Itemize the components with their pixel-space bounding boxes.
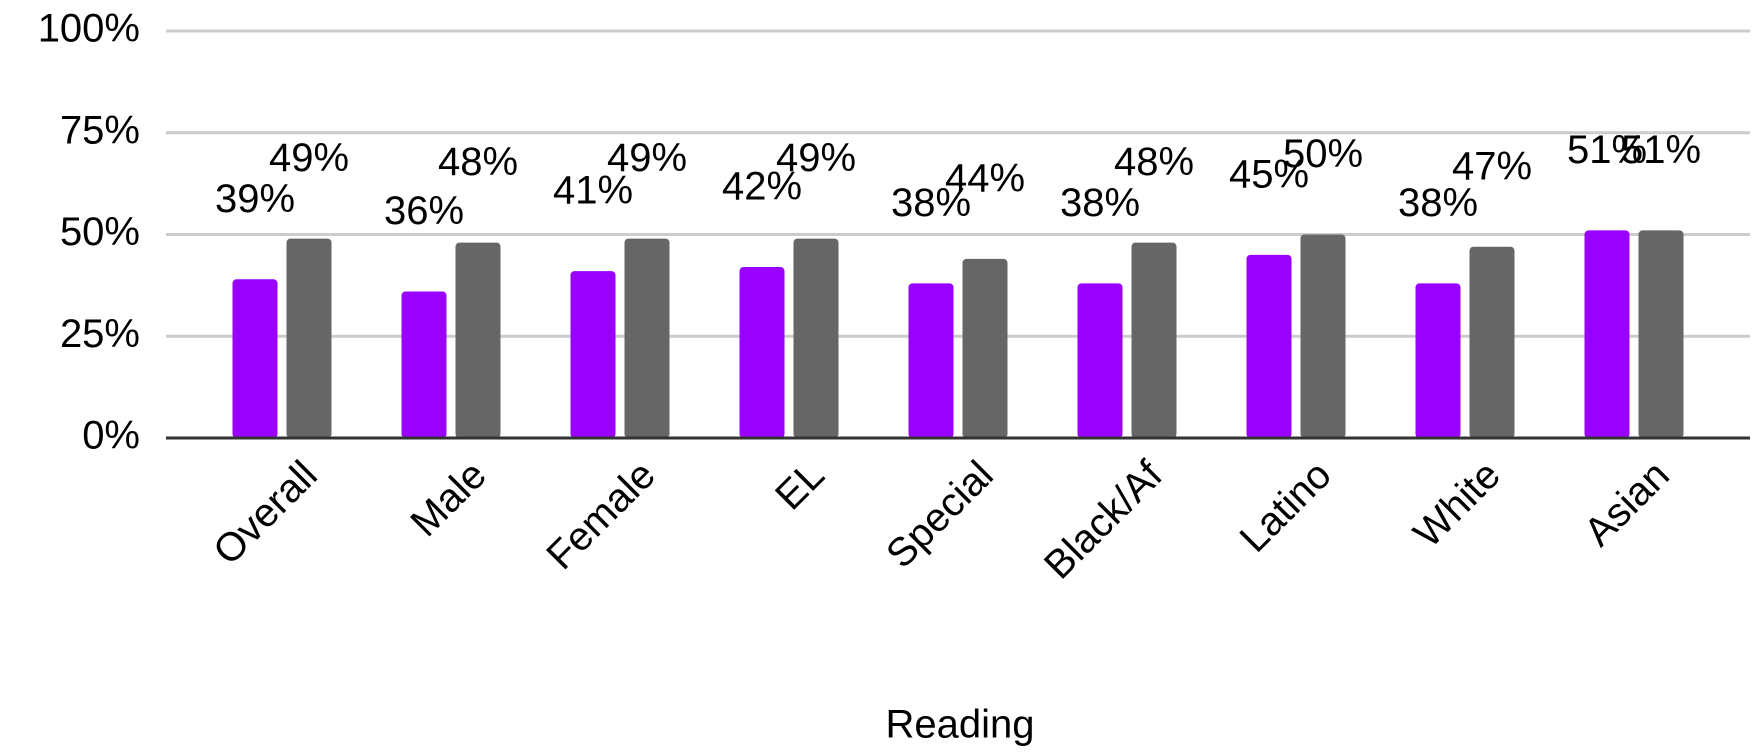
bar (962, 258, 1008, 438)
bar (286, 238, 332, 438)
data-label: 48% (1114, 140, 1194, 184)
bar (908, 283, 954, 438)
bar (793, 238, 839, 438)
bar (739, 267, 785, 438)
x-tick-label: Latino (1232, 453, 1340, 561)
data-label: 38% (1398, 181, 1478, 225)
data-label: 49% (269, 136, 349, 180)
data-label: 50% (1283, 132, 1363, 176)
bar (1300, 234, 1346, 438)
x-tick-label: Overall (205, 453, 326, 574)
data-label: 41% (553, 169, 633, 213)
data-label: 39% (215, 177, 295, 221)
y-tick-label: 75% (60, 108, 140, 152)
data-label: 49% (776, 136, 856, 180)
bar (232, 279, 278, 438)
data-label: 36% (384, 189, 464, 233)
x-tick-label: EL (767, 453, 833, 519)
data-label: 47% (1452, 144, 1532, 188)
x-tick-label: Special (878, 453, 1002, 577)
x-tick-label: Female (538, 453, 663, 578)
x-tick-label: Black/Af (1036, 452, 1171, 587)
data-label: 51% (1621, 128, 1701, 172)
data-label: 45% (1229, 152, 1309, 196)
x-tick-label: Asian (1576, 453, 1678, 555)
data-label: 38% (891, 181, 971, 225)
bar (1077, 283, 1123, 438)
bar (1415, 283, 1461, 438)
bar (1246, 254, 1292, 438)
y-tick-label: 50% (60, 210, 140, 254)
bar (455, 242, 501, 438)
bar (1131, 242, 1177, 438)
data-label: 49% (607, 136, 687, 180)
y-tick-label: 25% (60, 312, 140, 356)
data-label: 42% (722, 165, 802, 209)
bar (1469, 246, 1515, 438)
y-tick-label: 100% (38, 7, 140, 51)
data-label: 48% (438, 140, 518, 184)
x-tick-label: White (1405, 453, 1508, 556)
bar (570, 271, 616, 438)
bar (401, 291, 447, 438)
x-axis-label: Reading (885, 703, 1034, 747)
x-tick-label: Male (402, 453, 494, 545)
data-label: 38% (1060, 181, 1140, 225)
bar (1584, 230, 1630, 438)
bar (1638, 230, 1684, 438)
data-label: 44% (945, 156, 1025, 200)
bar (624, 238, 670, 438)
y-tick-label: 0% (82, 414, 140, 458)
data-label: 51% (1567, 128, 1647, 172)
